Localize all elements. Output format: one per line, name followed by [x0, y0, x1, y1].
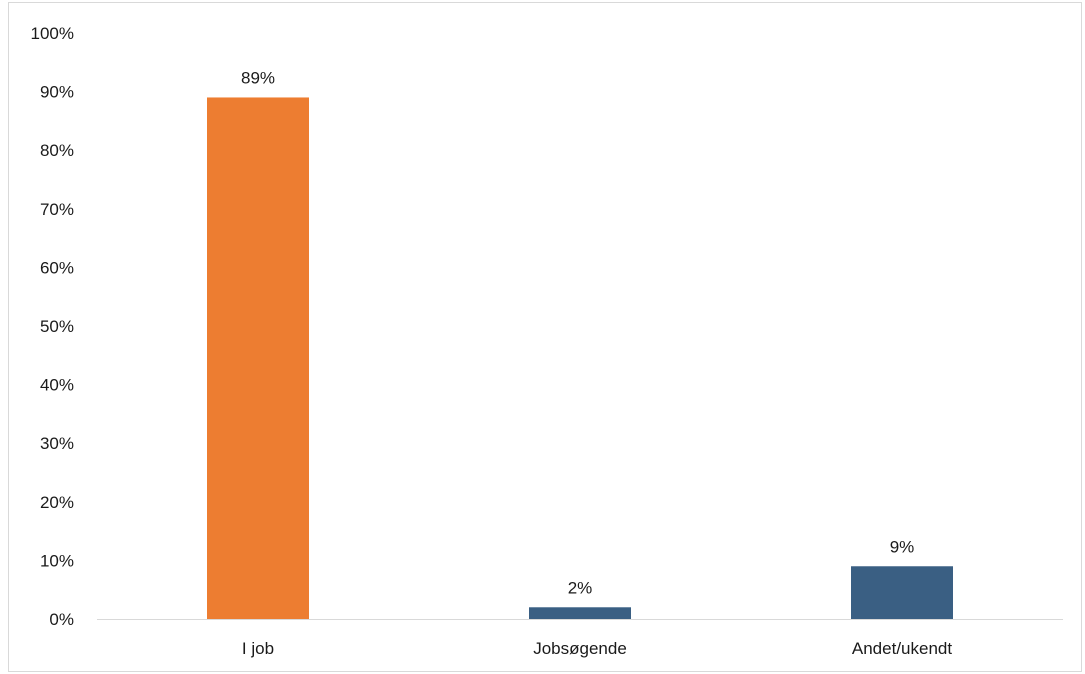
- y-tick-label: 40%: [40, 376, 74, 395]
- y-tick-label: 70%: [40, 200, 74, 219]
- x-tick-label: Jobsøgende: [533, 639, 627, 658]
- y-tick-label: 80%: [40, 141, 74, 160]
- data-label: 2%: [568, 578, 593, 597]
- y-axis: 0% 10% 20% 30% 40% 50% 60% 70% 80% 90% 100%: [31, 24, 74, 629]
- y-tick-label: 90%: [40, 83, 74, 102]
- y-tick-label: 10%: [40, 551, 74, 570]
- bar: [851, 566, 953, 619]
- y-tick-label: 50%: [40, 317, 74, 336]
- bar: [207, 97, 309, 619]
- y-tick-label: 0%: [49, 610, 74, 629]
- data-label: 9%: [890, 537, 915, 556]
- y-tick-label: 30%: [40, 434, 74, 453]
- y-tick-label: 60%: [40, 258, 74, 277]
- x-tick-label: I job: [242, 639, 274, 658]
- y-tick-label: 20%: [40, 493, 74, 512]
- chart-frame: [8, 2, 1082, 672]
- x-axis: I job Jobsøgende Andet/ukendt: [242, 639, 952, 658]
- data-label: 89%: [241, 68, 275, 87]
- y-tick-label: 100%: [31, 24, 74, 43]
- bar: [529, 607, 631, 619]
- x-tick-label: Andet/ukendt: [852, 639, 952, 658]
- data-labels: 89% 2% 9%: [241, 68, 914, 597]
- bar-series: [207, 97, 953, 619]
